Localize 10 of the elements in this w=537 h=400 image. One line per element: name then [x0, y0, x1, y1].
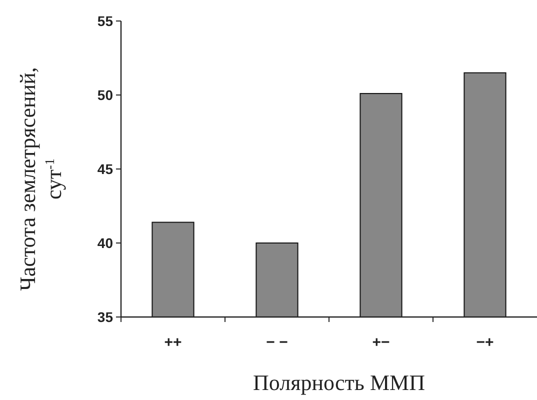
- y-tick-label: 50: [97, 86, 114, 103]
- y-tick-label: 45: [97, 160, 114, 177]
- x-tick-label: − −: [266, 334, 288, 351]
- x-tick-label: ++: [164, 334, 182, 351]
- y-tick-label: 35: [97, 308, 114, 325]
- x-tick-label: −+: [476, 334, 494, 351]
- x-tick-label: +−: [372, 334, 390, 351]
- x-axis-title: Полярность ММП: [253, 370, 426, 395]
- y-tick-label: 55: [97, 12, 114, 29]
- y-tick-label: 40: [97, 234, 114, 251]
